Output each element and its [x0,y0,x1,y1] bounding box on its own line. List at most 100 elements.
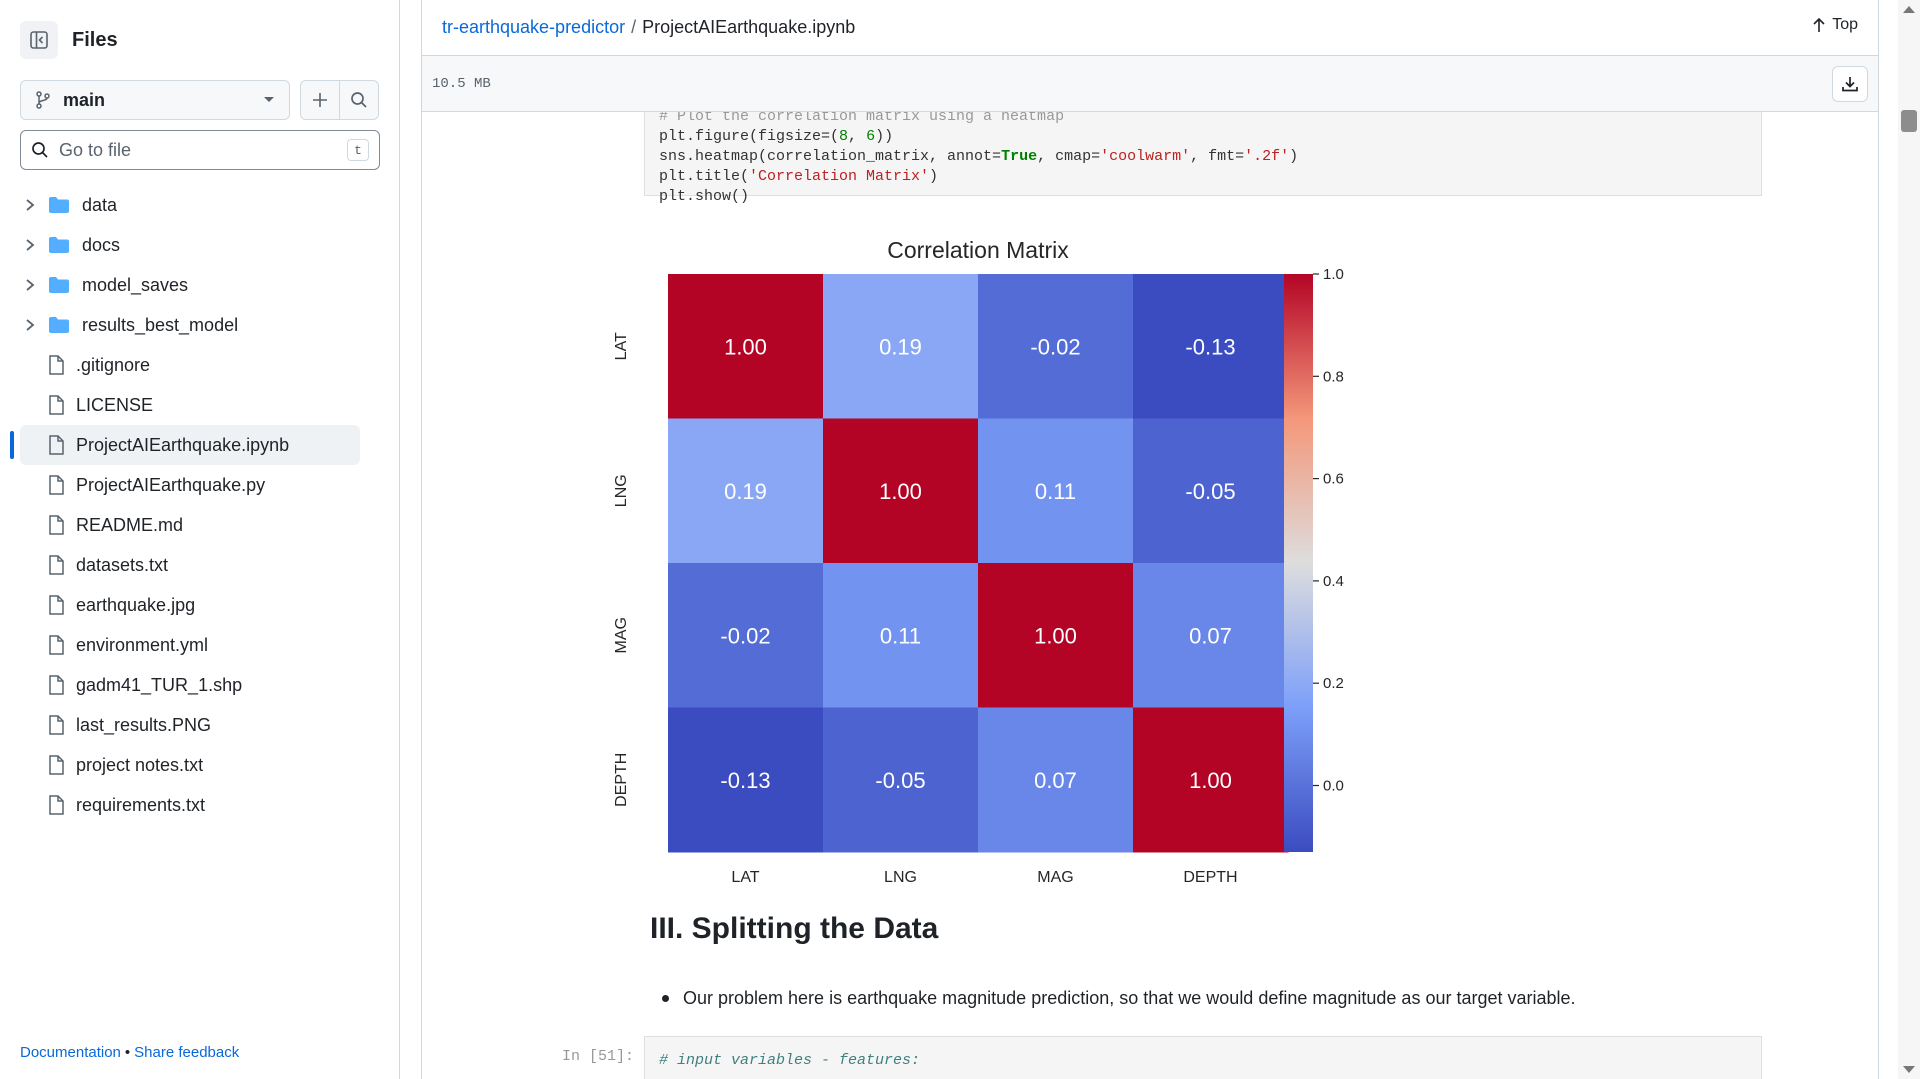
heatmap-cell [668,563,824,708]
tree-folder-item[interactable]: data [20,185,360,225]
download-raw-button[interactable] [1832,66,1868,102]
heatmap-cell [978,418,1134,564]
tree-folder-item[interactable]: model_saves [20,265,360,305]
chevron-right-icon[interactable] [20,198,40,212]
search-button[interactable] [339,80,379,120]
cell-value-label: 1.00 [879,479,922,504]
file-size: 10.5 MB [432,75,491,92]
tree-folder-item[interactable]: results_best_model [20,305,360,345]
cell-value-label: -0.05 [875,768,925,793]
folder-icon [48,276,70,294]
code-cell: # Plot the correlation matrix using a he… [644,112,1762,205]
heatmap-cell [823,418,979,564]
download-icon [1842,77,1858,92]
tree-folder-item[interactable]: docs [20,225,360,265]
heatmap-cell [978,274,1134,419]
tree-file-item[interactable]: ProjectAIEarthquake.py [20,465,360,505]
x-tick-label: MAG [1037,869,1073,882]
tree-file-item[interactable]: project notes.txt [20,745,360,785]
chevron-right-icon[interactable] [20,318,40,332]
y-tick-label: MAG [613,617,630,653]
heatmap-cell [1133,707,1289,853]
top-label: Top [1832,16,1858,33]
cell-value-label: -0.02 [1030,334,1080,359]
documentation-link[interactable]: Documentation [20,1044,121,1061]
colorbar-tick-label: 0.8 [1323,368,1344,385]
arrow-up-icon [1813,17,1825,32]
tree-item-label: environment.yml [76,634,209,655]
tree-item-label: requirements.txt [76,794,206,815]
heatmap-cell [978,707,1134,853]
folder-icon [48,236,70,254]
code-line: plt.figure(figsize=(8, 6)) [659,128,894,145]
file-icon [48,755,64,775]
tree-file-item[interactable]: requirements.txt [20,785,360,825]
back-to-top-button[interactable]: Top [1812,16,1858,34]
branch-name: main [63,89,106,110]
cell-value-label: -0.05 [1185,479,1235,504]
sidebar-footer: Documentation • Share feedback [20,1044,239,1061]
heatmap-cell [1133,563,1289,708]
cell-value-label: 0.19 [724,479,767,504]
branch-selector[interactable]: main [20,80,290,120]
y-tick-label: DEPTH [613,753,630,807]
heatmap-cell [668,707,824,853]
tree-file-item[interactable]: ProjectAIEarthquake.ipynb [10,425,360,465]
heatmap-svg: Correlation Matrix 1.00 0.19 -0.02 -0.13 0.19… [613,237,1344,886]
y-tick-label: LAT [613,332,630,360]
code-line: plt.show() [659,188,750,205]
tree-item-label: last_results.PNG [76,714,212,735]
go-to-file-input[interactable] [59,139,347,161]
tree-file-item[interactable]: last_results.PNG [20,705,360,745]
tree-file-item[interactable]: .gitignore [20,345,360,385]
tree-file-item[interactable]: earthquake.jpg [20,585,360,625]
tree-item-label: results_best_model [82,314,239,335]
sidebar-title: Files [72,28,118,51]
colorbar-tick-label: 0.4 [1323,573,1344,590]
chevron-right-icon[interactable] [20,238,40,252]
tree-file-item[interactable]: datasets.txt [20,545,360,585]
collapse-sidebar-button[interactable] [20,21,58,59]
code-cell: # input variables - features: [644,1036,1762,1079]
file-icon [48,355,64,375]
colorbar-tick-label: 0.2 [1323,675,1344,692]
file-icon [48,475,64,495]
folder-icon [48,196,70,214]
tree-file-item[interactable]: environment.yml [20,625,360,665]
scroll-up-arrow-icon[interactable] [1903,6,1915,13]
shortcut-key-badge: t [347,139,369,161]
tree-file-item[interactable]: gadm41_TUR_1.shp [20,665,360,705]
file-icon [48,555,64,575]
sidebar-collapse-icon [30,31,48,49]
x-tick-label: DEPTH [1183,869,1237,882]
add-file-button[interactable] [300,80,340,120]
heatmap-cell [1133,418,1289,564]
cell-value-label: 1.00 [1034,623,1077,648]
breadcrumb-repo-link[interactable]: tr-earthquake-predictor [442,17,626,37]
scrollbar-thumb[interactable] [1901,110,1917,132]
file-viewer: tr-earthquake-predictor / ProjectAIEarth… [421,0,1879,1079]
git-branch-icon [36,91,50,109]
tree-item-label: docs [82,234,121,255]
heatmap-cell [823,563,979,708]
page-scrollbar[interactable] [1898,0,1920,1079]
tree-item-label: README.md [76,514,184,535]
share-feedback-link[interactable]: Share feedback [134,1044,240,1061]
colorbar-tick-label: 0.0 [1323,778,1344,795]
tree-item-label: LICENSE [76,394,154,415]
tree-file-item[interactable]: LICENSE [20,385,360,425]
search-icon [351,92,367,108]
tree-file-item[interactable]: README.md [20,505,360,545]
cell-value-label: 0.11 [1035,479,1076,504]
go-to-file-field[interactable]: t [20,130,380,170]
cell-prompt: In [51]: [562,1048,635,1065]
cell-value-label: 0.07 [1034,768,1077,793]
chevron-right-icon[interactable] [20,278,40,292]
scroll-down-arrow-icon[interactable] [1903,1066,1915,1073]
file-icon [48,715,64,735]
breadcrumb: tr-earthquake-predictor / ProjectAIEarth… [422,0,1878,56]
section-heading: III. Splitting the Data [650,912,939,945]
heatmap-cell [1133,274,1289,419]
heatmap-cell [823,707,979,853]
cell-value-label: -0.13 [720,768,770,793]
